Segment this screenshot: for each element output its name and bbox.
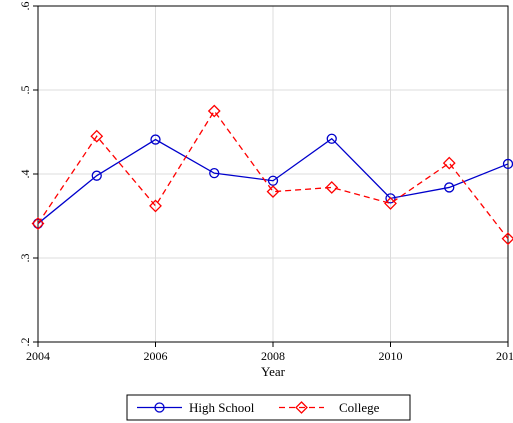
- x-tick-label: 2008: [261, 349, 285, 363]
- data-point: [31, 217, 45, 230]
- series-line: [37, 109, 509, 240]
- series-line: [37, 137, 509, 225]
- y-tick-label: .6: [18, 2, 32, 11]
- series-layer: [31, 104, 513, 246]
- data-point: [326, 133, 337, 144]
- y-tick-label: .4: [18, 170, 32, 179]
- data-point: [207, 104, 221, 118]
- legend-label: College: [339, 400, 380, 415]
- data-point: [501, 232, 513, 246]
- x-tick-label: 2012: [496, 349, 513, 363]
- series-high-school: [32, 133, 513, 229]
- data-point: [325, 181, 339, 194]
- legend: High School College: [126, 394, 411, 421]
- x-axis-label: Year: [261, 364, 286, 379]
- data-point: [442, 156, 456, 170]
- legend-item: College: [279, 400, 380, 415]
- y-tick-label: .2: [18, 338, 32, 347]
- data-point: [91, 170, 102, 181]
- data-point: [266, 185, 280, 199]
- y-tick-label: .3: [18, 254, 32, 263]
- x-tick-label: 2010: [379, 349, 403, 363]
- data-point: [149, 199, 162, 213]
- y-axis: .2 .3 .4 .5 .6: [18, 2, 38, 347]
- data-point: [150, 134, 161, 145]
- grid-lines: [37, 5, 509, 343]
- data-point: [267, 175, 279, 186]
- series-college: [31, 104, 513, 246]
- legend-item: High School: [137, 400, 255, 415]
- data-point: [384, 196, 397, 210]
- x-tick-label: 2006: [144, 349, 168, 363]
- x-axis: 2004 2006 2008 2010 2012: [26, 342, 513, 363]
- data-point: [209, 168, 220, 179]
- legend-marker: [154, 402, 165, 413]
- y-tick-label: .5: [18, 86, 32, 95]
- data-point: [385, 193, 396, 204]
- legend-label: High School: [189, 400, 255, 415]
- legend-marker: [295, 401, 308, 414]
- x-tick-label: 2004: [26, 349, 50, 363]
- data-point: [444, 182, 455, 193]
- data-point: [90, 129, 104, 143]
- data-point: [32, 218, 44, 229]
